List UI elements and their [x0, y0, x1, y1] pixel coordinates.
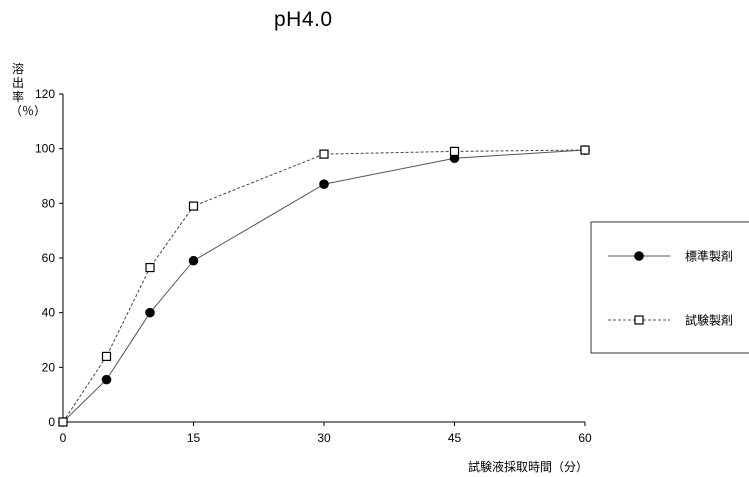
- x-tick-label: 30: [317, 431, 331, 445]
- y-tick-label: 60: [42, 251, 56, 265]
- x-axis-label: 試験液採取時間（分）: [468, 460, 589, 474]
- y-tick-label: 120: [35, 87, 55, 101]
- x-tick-label: 60: [578, 431, 592, 445]
- y-tick-label: 100: [35, 142, 55, 156]
- series-1-point: [188, 255, 199, 266]
- y-tick-label: 0: [48, 415, 55, 429]
- x-tick-label: 15: [187, 431, 201, 445]
- legend-box: [590, 221, 749, 354]
- legend-marker-1: [634, 251, 644, 261]
- series-2-point: [319, 149, 329, 159]
- legend-label-2: 試験製剤: [685, 313, 733, 328]
- x-tick-label: 45: [448, 431, 462, 445]
- y-tick-label: 40: [42, 306, 56, 320]
- chart-title: pH4.0: [274, 8, 333, 31]
- series-1-point: [319, 179, 329, 189]
- series-1-point: [145, 307, 155, 318]
- series-2-point: [58, 417, 68, 427]
- series-2-point: [449, 146, 460, 156]
- y-tick-label: 80: [42, 196, 56, 210]
- series-2-point: [145, 262, 155, 273]
- legend-marker-2: [634, 315, 644, 325]
- y-tick-label: 20: [42, 360, 56, 374]
- legend-label-1: 標準製剤: [685, 249, 733, 264]
- series-line-2: [62, 149, 586, 423]
- series-2-point: [101, 351, 112, 361]
- series-2-point: [188, 201, 199, 211]
- series-2-point: [580, 145, 590, 155]
- series-1-point: [101, 374, 112, 385]
- x-tick-label: 0: [60, 431, 67, 445]
